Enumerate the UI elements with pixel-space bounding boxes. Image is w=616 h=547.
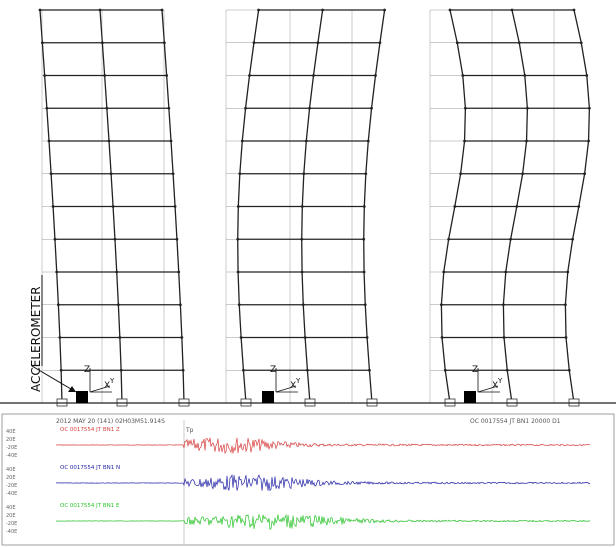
trace-tick-label: -20E (6, 445, 17, 451)
trace-tick-label: 20E (6, 437, 16, 443)
accelerometer-sensor-1: Z X Y (76, 365, 115, 403)
trace-tick-label: -40E (6, 453, 17, 459)
accelerometer-sensor-2: Z X Y (262, 365, 301, 403)
trace-tick-label: -40E (6, 529, 17, 535)
frame-mode-2 (225, 8, 386, 407)
trace-tick-label: 40E (6, 467, 16, 473)
trace-tick-label: 40E (6, 429, 16, 435)
accelerometer-callout: ACCELEROMETER (29, 275, 77, 393)
trace-2: OC 0017554 JT BN1 N 40E 20E -20E -40E (6, 465, 591, 497)
y-axis-label: Y (109, 377, 115, 385)
trace-tick-label: 40E (6, 505, 16, 511)
z-axis-label: Z (270, 365, 276, 375)
z-axis-label: Z (472, 365, 478, 375)
trace-1: OC 0017554 JT BN1 Z 40E 20E -20E -40E (6, 427, 591, 459)
trace-label: OC 0017554 JT BN1 Z (60, 427, 120, 433)
frame-mode-1 (38, 8, 190, 407)
seismogram-panel: 2012 MAY 20 (141) 02H03M51.914S OC 00175… (1, 413, 615, 546)
trace-tick-label: 20E (6, 475, 16, 481)
x-axis-label: X (492, 381, 498, 391)
arrival-marker: Tp (185, 427, 194, 434)
seismogram-header-left: 2012 MAY 20 (141) 02H03M51.914S (56, 418, 165, 425)
building-frames (38, 8, 591, 407)
trace-3: OC 0017554 JT BN1 E 40E 20E -20E -40E (6, 503, 591, 535)
trace-tick-label: -40E (6, 491, 17, 497)
accelerometer-sensor-3: Z X Y (464, 365, 503, 403)
accelerometer-sensors: ZX YZX YZX Y (76, 365, 503, 403)
trace-label: OC 0017554 JT BN1 N (60, 465, 120, 471)
trace-label: OC 0017554 JT BN1 E (60, 503, 120, 509)
y-axis-label: Y (497, 377, 503, 385)
y-axis-label: Y (295, 377, 301, 385)
trace-tick-label: -20E (6, 483, 17, 489)
trace-tick-label: 20E (6, 513, 16, 519)
frame-mode-3 (429, 8, 591, 407)
seismogram-header-right: OC 0017554 JT BN1 20000 D1 (470, 418, 561, 425)
x-axis-label: X (290, 381, 296, 391)
x-axis-label: X (104, 381, 110, 391)
z-axis-label: Z (84, 365, 90, 375)
trace-tick-label: -20E (6, 521, 17, 527)
accelerometer-label: ACCELEROMETER (29, 286, 43, 392)
